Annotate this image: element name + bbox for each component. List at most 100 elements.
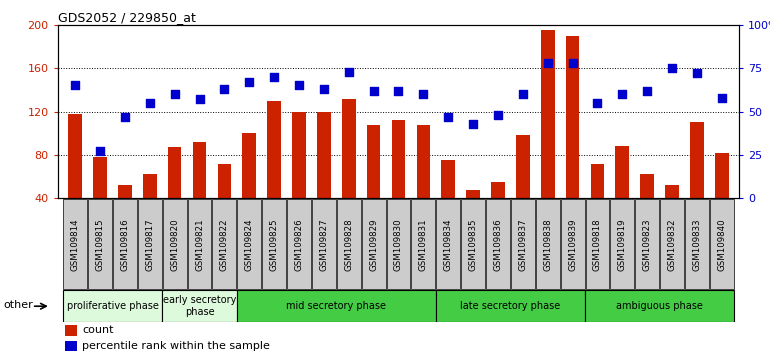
Text: GSM109831: GSM109831 (419, 218, 428, 270)
Text: GSM109816: GSM109816 (120, 218, 129, 270)
FancyBboxPatch shape (536, 199, 560, 289)
FancyBboxPatch shape (287, 199, 311, 289)
FancyBboxPatch shape (362, 199, 386, 289)
FancyBboxPatch shape (660, 199, 684, 289)
Bar (690, 122, 704, 198)
Text: GSM109819: GSM109819 (618, 218, 627, 270)
Text: GSM109818: GSM109818 (593, 218, 602, 270)
Bar (65, 325, 77, 336)
Bar (243, 133, 256, 198)
Text: GSM109834: GSM109834 (444, 218, 453, 270)
Text: late secretory phase: late secretory phase (460, 301, 561, 311)
Bar (467, 190, 480, 198)
FancyBboxPatch shape (511, 199, 534, 289)
Text: GSM109838: GSM109838 (543, 218, 552, 270)
Point (318, 86, 330, 92)
FancyBboxPatch shape (411, 199, 435, 289)
Point (467, 121, 479, 126)
Text: proliferative phase: proliferative phase (66, 301, 159, 311)
FancyBboxPatch shape (710, 199, 734, 289)
FancyBboxPatch shape (611, 199, 634, 289)
Point (218, 86, 230, 92)
Bar (65, 341, 77, 351)
Text: GSM109822: GSM109822 (220, 218, 229, 270)
Text: GDS2052 / 229850_at: GDS2052 / 229850_at (58, 11, 196, 24)
Text: GSM109815: GSM109815 (95, 218, 105, 270)
Text: GSM109839: GSM109839 (568, 218, 577, 270)
Bar (93, 157, 107, 198)
FancyBboxPatch shape (113, 199, 137, 289)
FancyBboxPatch shape (685, 199, 709, 289)
Text: GSM109830: GSM109830 (394, 218, 403, 270)
Point (293, 82, 305, 88)
Text: GSM109814: GSM109814 (71, 218, 79, 270)
Bar (641, 175, 654, 198)
Point (193, 97, 206, 102)
Text: GSM109824: GSM109824 (245, 218, 254, 270)
FancyBboxPatch shape (162, 290, 237, 322)
FancyBboxPatch shape (461, 199, 485, 289)
Bar (143, 175, 156, 198)
Point (367, 88, 380, 93)
FancyBboxPatch shape (635, 199, 659, 289)
Bar (292, 112, 306, 198)
Point (591, 100, 604, 105)
Text: percentile rank within the sample: percentile rank within the sample (82, 341, 270, 351)
Point (567, 60, 579, 66)
Text: GSM109835: GSM109835 (469, 218, 477, 270)
Bar (566, 36, 579, 198)
FancyBboxPatch shape (63, 199, 87, 289)
Text: count: count (82, 325, 114, 336)
FancyBboxPatch shape (387, 199, 410, 289)
Point (69, 82, 82, 88)
FancyBboxPatch shape (585, 290, 735, 322)
Bar (665, 185, 679, 198)
Text: GSM109825: GSM109825 (270, 218, 279, 270)
FancyBboxPatch shape (62, 290, 162, 322)
Bar (441, 160, 455, 198)
FancyBboxPatch shape (312, 199, 336, 289)
Text: GSM109828: GSM109828 (344, 218, 353, 270)
FancyBboxPatch shape (188, 199, 212, 289)
FancyBboxPatch shape (162, 199, 186, 289)
Point (666, 65, 678, 71)
FancyBboxPatch shape (138, 199, 162, 289)
Point (541, 60, 554, 66)
Text: early secretory
phase: early secretory phase (162, 295, 236, 317)
FancyBboxPatch shape (237, 199, 261, 289)
Point (343, 69, 355, 74)
Bar (392, 120, 405, 198)
FancyBboxPatch shape (237, 290, 436, 322)
FancyBboxPatch shape (436, 290, 585, 322)
Text: GSM109823: GSM109823 (643, 218, 651, 270)
Bar (267, 101, 281, 198)
Point (393, 88, 405, 93)
Text: GSM109833: GSM109833 (692, 218, 701, 270)
Text: GSM109836: GSM109836 (494, 218, 503, 270)
Bar (118, 185, 132, 198)
Point (243, 79, 256, 85)
FancyBboxPatch shape (336, 199, 360, 289)
FancyBboxPatch shape (437, 199, 460, 289)
Text: ambiguous phase: ambiguous phase (616, 301, 703, 311)
Text: other: other (3, 299, 32, 310)
Point (417, 91, 430, 97)
Text: GSM109829: GSM109829 (369, 218, 378, 270)
Point (442, 114, 454, 120)
Text: GSM109821: GSM109821 (195, 218, 204, 270)
Text: GSM109827: GSM109827 (320, 218, 328, 270)
Point (616, 91, 628, 97)
Bar (69, 114, 82, 198)
Bar (591, 164, 604, 198)
Point (517, 91, 529, 97)
Text: GSM109820: GSM109820 (170, 218, 179, 270)
Bar (541, 30, 554, 198)
Text: mid secretory phase: mid secretory phase (286, 301, 387, 311)
Bar (317, 112, 330, 198)
Text: GSM109840: GSM109840 (718, 218, 726, 270)
Point (641, 88, 653, 93)
FancyBboxPatch shape (585, 199, 609, 289)
Bar (417, 125, 430, 198)
Point (119, 114, 131, 120)
Bar (367, 125, 380, 198)
